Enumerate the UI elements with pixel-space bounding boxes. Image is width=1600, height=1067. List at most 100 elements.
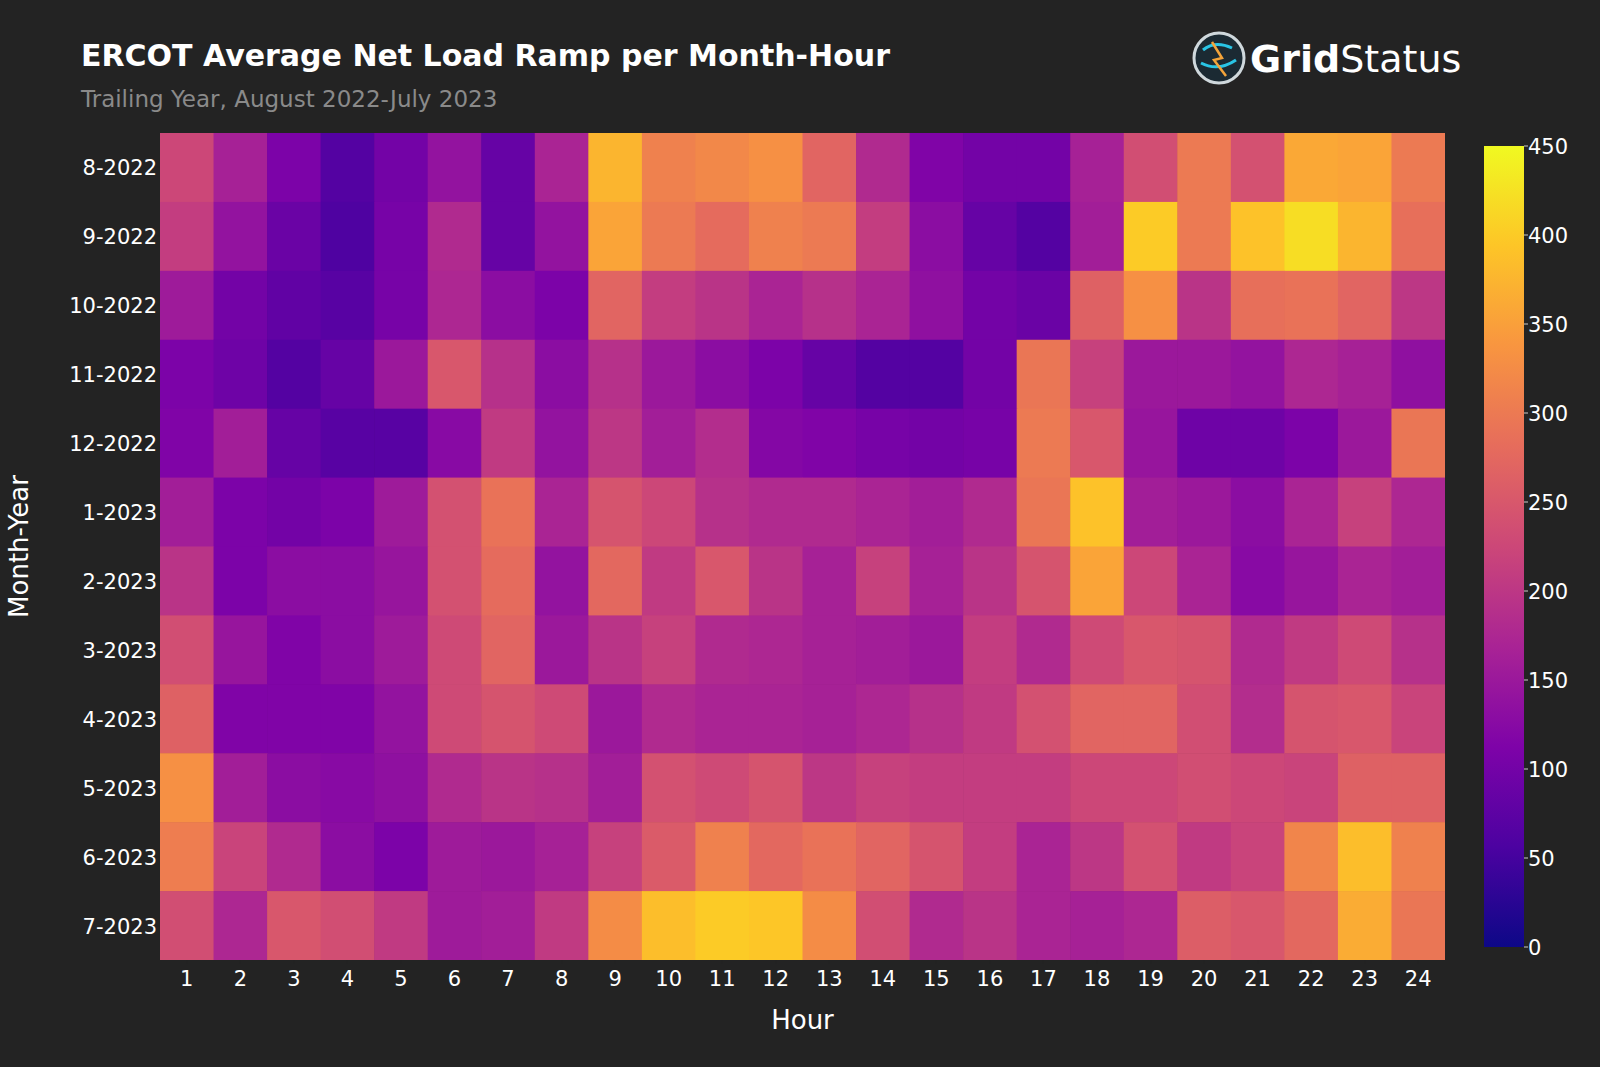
cell bbox=[856, 478, 910, 548]
cell bbox=[695, 133, 749, 203]
cell bbox=[160, 271, 214, 341]
cell bbox=[1231, 547, 1285, 617]
x-tick bbox=[400, 960, 401, 964]
logo-icon bbox=[1194, 33, 1244, 83]
cell bbox=[642, 478, 696, 548]
x-tick bbox=[1096, 960, 1097, 964]
cell bbox=[856, 753, 910, 823]
cell bbox=[1338, 891, 1392, 960]
x-tick bbox=[1418, 960, 1419, 964]
colorbar-tick-label: 150 bbox=[1528, 669, 1568, 693]
colorbar-tick-label: 250 bbox=[1528, 491, 1568, 515]
cell bbox=[1017, 547, 1071, 617]
x-tick bbox=[775, 960, 776, 964]
cell bbox=[321, 684, 375, 754]
cell bbox=[321, 547, 375, 617]
cell bbox=[428, 615, 482, 685]
cell bbox=[749, 547, 803, 617]
y-tick-label: 7-2023 bbox=[83, 915, 157, 939]
cell bbox=[160, 891, 214, 960]
cell bbox=[1284, 133, 1338, 203]
cell bbox=[1284, 271, 1338, 341]
logo-icon-bolt bbox=[1212, 42, 1226, 76]
x-tick bbox=[293, 960, 294, 964]
x-tick-label: 18 bbox=[1084, 967, 1111, 991]
cell bbox=[374, 891, 428, 960]
cell bbox=[695, 478, 749, 548]
x-tick-label: 15 bbox=[923, 967, 950, 991]
cell bbox=[588, 271, 642, 341]
cell bbox=[481, 133, 535, 203]
y-tick-label: 4-2023 bbox=[83, 708, 157, 732]
cell bbox=[963, 133, 1017, 203]
x-tick-label: 7 bbox=[501, 967, 514, 991]
cell bbox=[1124, 340, 1178, 410]
cell bbox=[910, 409, 964, 479]
y-tick-label: 10-2022 bbox=[69, 294, 157, 318]
x-tick-label: 1 bbox=[180, 967, 193, 991]
cell bbox=[481, 891, 535, 960]
cell bbox=[214, 478, 268, 548]
x-tick bbox=[1150, 960, 1151, 964]
cell bbox=[481, 409, 535, 479]
cell bbox=[1284, 340, 1338, 410]
cell bbox=[1124, 409, 1178, 479]
colorbar-tick-label: 450 bbox=[1528, 135, 1568, 159]
cell bbox=[1338, 478, 1392, 548]
cell bbox=[695, 891, 749, 960]
cell bbox=[214, 684, 268, 754]
cell bbox=[1391, 547, 1445, 617]
cell bbox=[1070, 615, 1124, 685]
cell bbox=[428, 202, 482, 272]
x-tick-label: 12 bbox=[762, 967, 789, 991]
cell bbox=[1177, 822, 1231, 892]
x-tick-label: 8 bbox=[555, 967, 568, 991]
cell bbox=[1124, 822, 1178, 892]
cell bbox=[1070, 891, 1124, 960]
cell bbox=[642, 133, 696, 203]
cell bbox=[1231, 409, 1285, 479]
cell bbox=[642, 753, 696, 823]
x-tick-label: 4 bbox=[341, 967, 354, 991]
x-tick-label: 11 bbox=[709, 967, 736, 991]
x-tick-label: 5 bbox=[394, 967, 407, 991]
cell bbox=[642, 547, 696, 617]
cell bbox=[214, 340, 268, 410]
cell bbox=[1338, 615, 1392, 685]
cell bbox=[481, 684, 535, 754]
cell bbox=[1338, 684, 1392, 754]
cell bbox=[374, 684, 428, 754]
cell bbox=[374, 547, 428, 617]
cell bbox=[267, 891, 321, 960]
cell bbox=[1231, 684, 1285, 754]
cell bbox=[1124, 547, 1178, 617]
cell bbox=[1177, 478, 1231, 548]
cell bbox=[588, 133, 642, 203]
cell bbox=[1231, 753, 1285, 823]
cell bbox=[160, 547, 214, 617]
cell bbox=[321, 133, 375, 203]
cell bbox=[1177, 202, 1231, 272]
cell bbox=[321, 615, 375, 685]
cell bbox=[1391, 891, 1445, 960]
cell bbox=[856, 547, 910, 617]
cell bbox=[160, 133, 214, 203]
cell bbox=[267, 615, 321, 685]
cell bbox=[267, 822, 321, 892]
cells bbox=[160, 133, 1445, 960]
x-tick bbox=[186, 960, 187, 964]
cell bbox=[428, 478, 482, 548]
cell bbox=[1124, 478, 1178, 548]
cell bbox=[535, 340, 589, 410]
x-tick-label: 9 bbox=[608, 967, 621, 991]
cell bbox=[1231, 822, 1285, 892]
cell bbox=[1391, 202, 1445, 272]
colorbar-tick-label: 400 bbox=[1528, 224, 1568, 248]
x-tick bbox=[454, 960, 455, 964]
cell bbox=[267, 684, 321, 754]
cell bbox=[267, 271, 321, 341]
cell bbox=[803, 478, 857, 548]
cell bbox=[963, 753, 1017, 823]
logo-grid: Grid bbox=[1250, 37, 1340, 81]
cell bbox=[428, 133, 482, 203]
